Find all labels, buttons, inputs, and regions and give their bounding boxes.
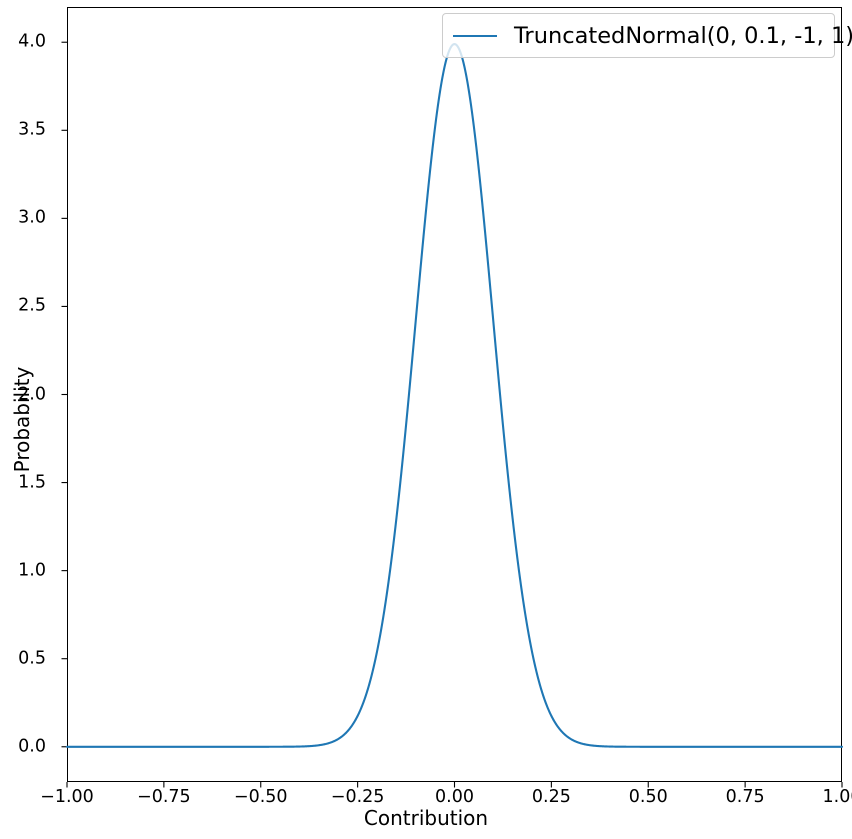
- legend-entry: TruncatedNormal(0, 0.1, -1, 1): [453, 23, 852, 49]
- y-tick-label: 3.0: [18, 207, 46, 228]
- y-axis-label: Probability: [10, 366, 34, 473]
- y-tick-label: 0.5: [18, 647, 46, 668]
- legend-line-swatch: [453, 29, 497, 43]
- y-tick-label: 1.0: [18, 559, 46, 580]
- legend-box[interactable]: TruncatedNormal(0, 0.1, -1, 1): [442, 13, 852, 58]
- x-tick-label: 0.00: [435, 787, 474, 807]
- axes-frame: [67, 7, 842, 782]
- y-tick-marks: [61, 41, 67, 748]
- x-tick-label: −0.50: [233, 787, 288, 807]
- y-tick-label: 0.0: [18, 736, 46, 757]
- x-tick-label: −1.00: [40, 787, 94, 807]
- y-tick-label: 2.0: [18, 383, 46, 404]
- y-tick-label: 1.5: [18, 471, 46, 492]
- x-tick-label: 0.50: [628, 787, 668, 807]
- x-axis-label: Contribution: [363, 806, 489, 830]
- legend-entry-label: TruncatedNormal(0, 0.1, -1, 1): [514, 22, 852, 49]
- x-tick-label: 1.00: [822, 787, 852, 807]
- x-tick-marks: [66, 782, 843, 788]
- x-tick-label: −0.25: [330, 787, 385, 807]
- y-tick-label: 2.5: [18, 295, 46, 316]
- truncated-normal-curve: [65, 43, 844, 748]
- legend-line-icon: [453, 34, 497, 37]
- y-tick-label: 3.5: [18, 119, 46, 140]
- x-tick-label: −0.75: [137, 787, 191, 807]
- y-tick-label: 4.0: [18, 31, 46, 52]
- data-curve-group: [65, 43, 844, 748]
- x-tick-label: 0.75: [725, 787, 765, 807]
- x-tick-label: 0.25: [531, 787, 571, 807]
